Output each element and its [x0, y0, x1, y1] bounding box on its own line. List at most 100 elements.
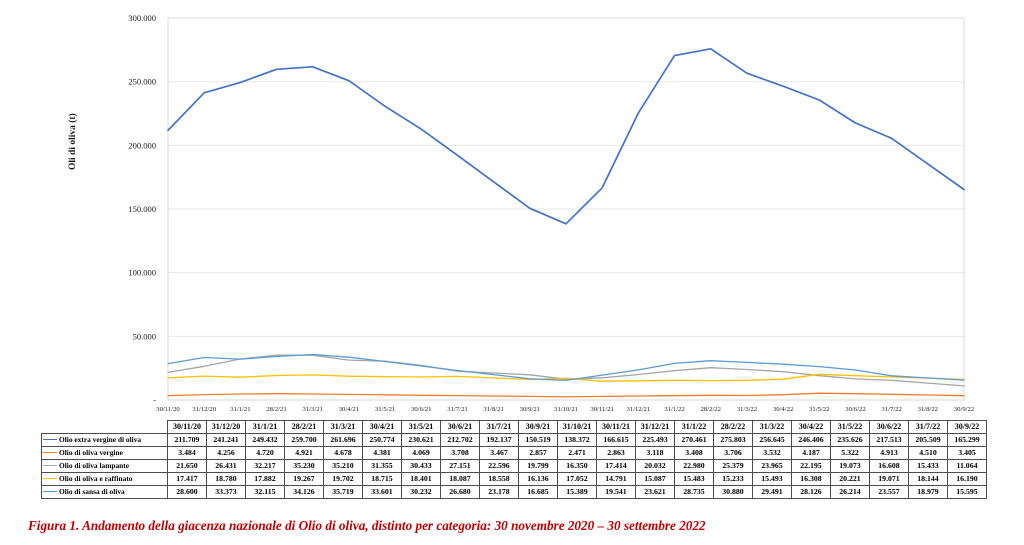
table-cell: 15.233 [713, 472, 753, 486]
table-cell: 256.645 [752, 433, 792, 447]
x-tick-label: 31/12/20 [192, 406, 216, 413]
table-cell: 21.650 [167, 459, 207, 473]
table-cell: 4.256 [206, 446, 246, 460]
table-cell: 192.137 [479, 433, 519, 447]
table-row: Olio di oliva lampante 21.650 26.431 32.217… [41, 459, 987, 473]
table-cell: 30.433 [401, 459, 441, 473]
series-legend-label: Olio extra vergine di oliva [41, 433, 168, 447]
x-tick-label: 28/2/21 [266, 406, 286, 413]
line-chart: 300.000 250.000 200.000 150.000 100.000 50.00… [128, 13, 974, 413]
table-cell: 14.791 [596, 472, 636, 486]
table-cell: 23.557 [869, 485, 909, 499]
table-cell: 19.541 [596, 485, 636, 499]
table-cell: 5.322 [830, 446, 870, 460]
table-column-header: 31/10/21 [557, 420, 597, 434]
x-tick-label: 31/10/21 [554, 406, 578, 413]
table-cell: 33.601 [362, 485, 402, 499]
table-cell: 275.803 [713, 433, 753, 447]
x-tick-label: 31/1/22 [664, 406, 684, 413]
table-cell: 16.190 [947, 472, 987, 486]
table-cell: 34.126 [284, 485, 324, 499]
table-cell: 25.379 [713, 459, 753, 473]
table-cell: 3.706 [713, 446, 753, 460]
y-tick-label: 300.000 [128, 13, 156, 23]
series-line-5 [167, 353, 965, 382]
x-tick-label: 31/7/22 [881, 406, 901, 413]
table-cell: 18.144 [908, 472, 948, 486]
series-line-3 [167, 354, 965, 387]
legend-line-swatch [43, 451, 57, 453]
table-cell: 26.680 [440, 485, 480, 499]
series-line-2 [167, 392, 965, 398]
table-cell: 16.136 [518, 472, 558, 486]
series-line-4 [167, 373, 965, 382]
table-column-header: 31/5/22 [830, 420, 870, 434]
legend-line-swatch [43, 438, 57, 440]
table-column-header: 30/9/21 [518, 420, 558, 434]
table-column-header: 31/3/21 [323, 420, 363, 434]
table-cell: 18.979 [908, 485, 948, 499]
table-cell: 17.882 [245, 472, 285, 486]
table-cell: 4.069 [401, 446, 441, 460]
data-table: 30/11/20 31/12/20 31/1/21 28/2/21 31/3/21 30/… [41, 420, 987, 499]
table-cell: 270.461 [674, 433, 714, 447]
table-cell: 28.126 [791, 485, 831, 499]
table-cell: 225.493 [635, 433, 675, 447]
table-cell: 23.965 [752, 459, 792, 473]
table-cell: 19.071 [869, 472, 909, 486]
x-tick-label: 31/1/21 [230, 406, 250, 413]
table-cell: 19.702 [323, 472, 363, 486]
table-cell: 17.414 [596, 459, 636, 473]
table-cell: 3.532 [752, 446, 792, 460]
table-cell: 18.087 [440, 472, 480, 486]
table-cell: 26.214 [830, 485, 870, 499]
table-cell: 11.064 [947, 459, 987, 473]
table-cell: 18.715 [362, 472, 402, 486]
y-tick-label: 250.000 [128, 77, 156, 87]
table-column-header: 30/11/21 [596, 420, 636, 434]
table-cell: 4.187 [791, 446, 831, 460]
plot-area-border [167, 17, 965, 401]
table-cell: 15.483 [674, 472, 714, 486]
table-column-header: 30/4/22 [791, 420, 831, 434]
x-tick-label: 30/6/21 [411, 406, 431, 413]
x-tick-label: 30/9/21 [520, 406, 540, 413]
table-column-header: 31/12/21 [635, 420, 675, 434]
table-cell: 26.431 [206, 459, 246, 473]
table-cell: 4.720 [245, 446, 285, 460]
table-cell: 15.433 [908, 459, 948, 473]
table-cell: 3.708 [440, 446, 480, 460]
y-tick-label: 200.000 [128, 140, 156, 150]
table-cell: 35.210 [323, 459, 363, 473]
table-cell: 17.052 [557, 472, 597, 486]
table-cell: 19.073 [830, 459, 870, 473]
series-legend-label: Olio di oliva lampante [41, 459, 168, 473]
table-column-header: 28/2/22 [713, 420, 753, 434]
table-cell: 259.700 [284, 433, 324, 447]
table-cell: 28.600 [167, 485, 207, 499]
table-header-row: 30/11/20 31/12/20 31/1/21 28/2/21 31/3/21 30/… [42, 420, 987, 434]
table-cell: 29.491 [752, 485, 792, 499]
table-cell: 35.719 [323, 485, 363, 499]
table-cell: 246.406 [791, 433, 831, 447]
table-cell: 15.493 [752, 472, 792, 486]
x-tick-label: 31/7/21 [447, 406, 467, 413]
table-cell: 138.372 [557, 433, 597, 447]
y-tick-label: 100.000 [128, 268, 156, 278]
table-cell: 261.696 [323, 433, 363, 447]
legend-line-swatch [43, 490, 57, 492]
table-column-header: 31/7/22 [908, 420, 948, 434]
table-cell: 212.702 [440, 433, 480, 447]
x-tick-label: 31/5/22 [809, 406, 829, 413]
table-cell: 150.519 [518, 433, 558, 447]
x-tick-label: 30/6/22 [845, 406, 865, 413]
x-tick-label: 31/3/22 [737, 406, 757, 413]
table-column-header: 31/5/21 [401, 420, 441, 434]
x-tick-label: 30/4/21 [339, 406, 359, 413]
table-column-header: 31/3/22 [752, 420, 792, 434]
table-cell: 15.595 [947, 485, 987, 499]
table-cell: 3.118 [635, 446, 675, 460]
table-cell: 241.241 [206, 433, 246, 447]
table-cell: 16.608 [869, 459, 909, 473]
